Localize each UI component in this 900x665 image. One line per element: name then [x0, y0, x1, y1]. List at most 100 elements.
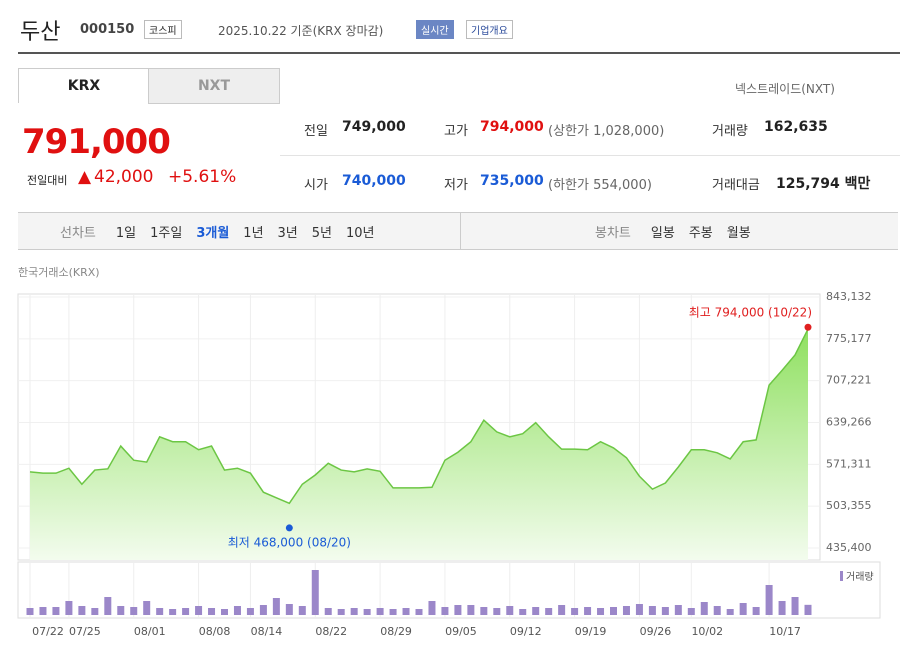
period-options: 선차트 1일 1주일 3개월 1년 3년 5년 10년 — [60, 222, 375, 241]
volume-bar — [635, 604, 643, 615]
x-tick-label: 09/26 — [640, 625, 672, 638]
volume-bar — [272, 598, 280, 615]
volume-bar — [532, 607, 540, 615]
volume-bar — [285, 604, 293, 615]
volume-bar — [545, 608, 553, 615]
stock-name: 두산 — [20, 20, 61, 45]
y-tick-label: 435,400 — [826, 541, 872, 554]
volume-bar — [221, 609, 228, 615]
legend-swatch — [840, 571, 843, 581]
volume-bar — [480, 607, 488, 615]
volume-bar — [791, 597, 799, 615]
chart-source: 한국거래소(KRX) — [18, 266, 100, 279]
volume-bar — [622, 606, 630, 615]
volume-bar — [26, 608, 34, 615]
price: 791,000 — [22, 122, 171, 162]
volume-bar — [389, 609, 397, 615]
y-tick-label: 707,221 — [826, 374, 872, 387]
stat-label: 전일 — [304, 124, 328, 139]
row-divider — [280, 155, 900, 156]
option[interactable]: 봉차트 — [595, 226, 631, 241]
stat-label: 시가 — [304, 178, 328, 193]
option[interactable]: 1주일 — [150, 226, 183, 241]
stat-value: 162,635 — [764, 119, 828, 135]
stat-extra: (상한가 1,028,000) — [548, 124, 665, 139]
option[interactable]: 주봉 — [688, 226, 713, 241]
volume-frame — [17, 561, 881, 619]
volume-bar — [259, 605, 267, 615]
bar-divider — [460, 212, 461, 250]
annotation-dot — [804, 323, 812, 331]
volume-bar — [117, 606, 125, 615]
x-tick-label: 10/17 — [769, 625, 801, 638]
overview-button[interactable]: 기업개요 — [466, 20, 513, 39]
volume-bar — [182, 608, 190, 615]
x-tick-label: 08/29 — [380, 625, 412, 638]
x-tick-label: 10/02 — [691, 625, 723, 638]
volume-bar — [648, 606, 656, 615]
volume-bar — [610, 607, 617, 615]
volume-bar — [246, 608, 254, 615]
volume-bar — [584, 607, 592, 615]
volume-bar — [778, 601, 786, 615]
volume-bar — [571, 608, 579, 615]
volume-bar — [350, 608, 358, 615]
volume-bar — [506, 606, 514, 615]
stat-label: 고가 — [444, 124, 468, 139]
stat-extra: (하한가 554,000) — [548, 178, 652, 193]
volume-bar — [765, 585, 773, 615]
volume-bar — [363, 609, 371, 615]
annotation-label: 최고 794,000 (10/22) — [689, 306, 812, 320]
area — [30, 329, 808, 560]
volume-bar — [298, 606, 306, 615]
volume-bar — [674, 605, 682, 615]
volume-bar — [739, 603, 747, 615]
option[interactable]: 선차트 — [60, 226, 96, 241]
nxt-link[interactable]: 넥스트레이드(NXT) — [735, 82, 835, 96]
market-tag: 코스피 — [144, 20, 182, 39]
y-tick-label: 639,266 — [826, 416, 872, 429]
volume-bar — [726, 609, 734, 615]
change: 42,000 — [94, 167, 154, 187]
x-tick-label: 08/22 — [315, 625, 347, 638]
option[interactable]: 5년 — [311, 226, 332, 241]
legend-label: 거래량 — [846, 571, 874, 583]
option[interactable]: 3년 — [277, 226, 298, 241]
stat-value: 125,794 백만 — [776, 176, 871, 192]
volume-bar — [752, 607, 760, 615]
change-rate: +5.61% — [168, 167, 237, 187]
volume-bar — [337, 609, 345, 615]
stat-value: 735,000 — [480, 173, 544, 189]
option[interactable]: 일봉 — [650, 226, 675, 241]
volume-bar — [558, 605, 566, 615]
option[interactable]: 3개월 — [196, 226, 230, 241]
volume-bar — [454, 605, 462, 615]
option[interactable]: 1일 — [115, 226, 137, 241]
volume-bar — [143, 601, 151, 615]
annotation-dot — [285, 524, 293, 532]
volume-bar — [311, 570, 319, 615]
y-tick-label: 503,355 — [826, 499, 872, 512]
option[interactable]: 10년 — [346, 226, 375, 241]
volume-bar — [169, 609, 177, 615]
volume-bar — [156, 608, 164, 615]
x-tick-label: 07/25 — [69, 625, 101, 638]
x-tick-label: 09/12 — [510, 625, 542, 638]
option[interactable]: 월봉 — [726, 226, 751, 241]
y-tick-label: 571,311 — [826, 457, 872, 470]
volume-bar — [78, 606, 86, 615]
x-tick-label: 09/19 — [575, 625, 607, 638]
realtime-button[interactable]: 실시간 — [416, 20, 454, 39]
option[interactable]: 1년 — [243, 226, 264, 241]
volume-bar — [415, 609, 423, 615]
x-tick-label: 08/14 — [251, 625, 283, 638]
volume-bar — [687, 608, 695, 615]
annotation-label: 최저 468,000 (08/20) — [228, 535, 351, 549]
volume-bar — [519, 609, 527, 615]
volume-bar — [713, 606, 721, 615]
stat-value: 749,000 — [342, 119, 406, 135]
volume-bar — [700, 602, 708, 615]
tab-nxt[interactable]: NXT — [148, 68, 280, 104]
volume-bar — [52, 607, 60, 615]
